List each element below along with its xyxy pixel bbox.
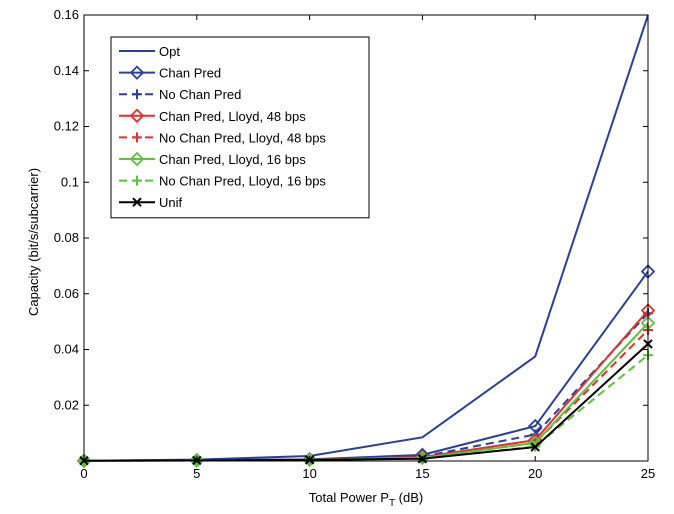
series-3: [76, 303, 656, 468]
y-tick-label: 0.1: [61, 174, 79, 189]
legend-entry: Unif: [119, 195, 183, 210]
legend-label: No Chan Pred, Lloyd, 48 bps: [159, 130, 326, 145]
y-axis-label: Capacity (bit/s/subcarrier): [26, 168, 41, 316]
legend-marker: [129, 151, 145, 167]
axes: 0 5 10 15 20 25 0.02 0.04 0.06 0.08 0.1 0.12 0.14 0.1…: [54, 7, 656, 481]
x-axis-label-subscript: T: [389, 498, 395, 509]
legend-label: Chan Pred, Lloyd, 48 bps: [159, 109, 306, 124]
legend-label: No Chan Pred, Lloyd, 16 bps: [159, 174, 326, 189]
x-axis-label-main: Total Power P: [309, 490, 389, 505]
legend-marker: [129, 108, 145, 124]
y-tick-label: 0.14: [54, 63, 79, 78]
x-tick-label: 10: [302, 466, 316, 481]
y-tick-label: 0.06: [54, 286, 79, 301]
legend-label: Chan Pred, Lloyd, 16 bps: [159, 152, 306, 167]
y-tick-label: 0.16: [54, 7, 79, 22]
series-line: [83, 322, 649, 462]
legend: Opt Chan Pred No Chan Pred Chan Pred, Lloyd…: [110, 36, 370, 219]
data-point: [302, 452, 317, 468]
legend-entry: Chan Pred: [119, 65, 221, 81]
legend-marker: [132, 197, 142, 207]
x-axis-label-unit: (dB): [395, 490, 423, 505]
legend-entry: Chan Pred, Lloyd, 48 bps: [119, 108, 306, 124]
y-tick-label: 0.12: [54, 119, 79, 134]
series-5: [76, 315, 656, 468]
legend-marker: [129, 65, 145, 80]
series-2: [79, 308, 653, 466]
series-line: [83, 329, 649, 462]
series-line: [83, 270, 649, 462]
series-4: [79, 324, 653, 466]
series-line: [83, 309, 649, 462]
legend-entry: No Chan Pred: [119, 87, 241, 102]
series-1: [76, 264, 656, 468]
x-tick-label: 15: [415, 466, 429, 481]
legend-marker: [132, 89, 142, 100]
data-point: [76, 453, 92, 468]
x-tick-label: 0: [80, 466, 87, 481]
data-point: [530, 442, 540, 452]
data-point: [189, 453, 205, 468]
legend-entry: Opt: [119, 44, 180, 59]
legend-entry: No Chan Pred, Lloyd, 16 bps: [119, 174, 326, 189]
legend-entry: No Chan Pred, Lloyd, 48 bps: [119, 130, 326, 145]
y-tick-label: 0.08: [54, 230, 79, 245]
legend-label: No Chan Pred: [159, 87, 241, 102]
x-tick-label: 5: [193, 466, 200, 481]
legend-label: Opt: [159, 44, 180, 59]
legend-marker: [132, 132, 142, 143]
plot-area: [76, 14, 656, 468]
legend-label: Chan Pred: [159, 66, 221, 81]
y-tick-label: 0.02: [54, 397, 79, 412]
x-tick-label: 20: [528, 466, 542, 481]
y-tick-label: 0.04: [54, 342, 79, 357]
legend-marker: [132, 175, 142, 186]
legend-box: [110, 36, 370, 219]
series-line: [83, 343, 649, 462]
legend-label: Unif: [159, 195, 183, 210]
series-7: [79, 339, 653, 466]
x-tick-label: 25: [641, 466, 655, 481]
legend-entry: Chan Pred, Lloyd, 16 bps: [119, 151, 306, 167]
x-axis-label: Total Power PT (dB): [309, 490, 423, 509]
